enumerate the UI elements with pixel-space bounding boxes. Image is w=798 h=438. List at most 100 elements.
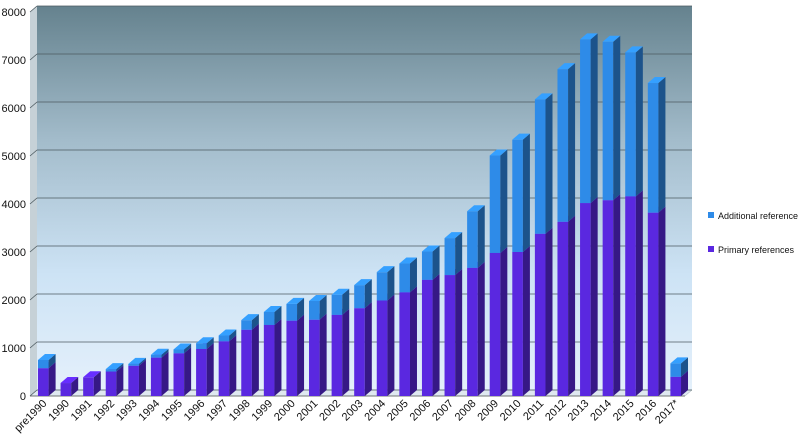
bar-additional-1995 [173,343,192,354]
y-tick-label: 2000 [2,295,26,307]
y-tick-label: 7000 [2,55,26,67]
x-tick-label: 1990 [46,398,72,424]
x-tick-label: 2011 [521,398,546,423]
bar-additional-1997 [218,329,237,342]
x-tick-label: 2003 [340,398,366,424]
bar-additional-1993 [128,357,146,366]
bar-additional-1994 [150,348,169,358]
bar-primary-2016 [647,206,666,396]
y-tick-label: 4000 [2,199,26,211]
bar-primary-1997 [218,335,237,396]
bar-primary-2011 [534,227,553,396]
bar-additional-2003 [354,279,372,309]
bar-additional-2002 [331,288,350,315]
bar-primary-2008 [467,261,485,396]
bar-primary-2012 [557,215,576,396]
bars [37,33,689,396]
x-tick-label: 2009 [475,398,501,424]
x-tick-label: pre1990 [12,398,49,435]
x-tick-label: 2014 [588,398,614,424]
bar-primary-2005 [399,286,417,396]
bar-primary-2006 [421,273,440,396]
x-tick-label: 2010 [498,398,524,424]
x-tick-label: 1997 [204,398,230,424]
legend-label: Primary references [718,245,795,255]
bar-primary-2010 [512,246,530,396]
bar-additional-2016 [647,77,666,213]
y-tick-label: 6000 [2,103,26,115]
bar-primary-2015 [625,190,643,396]
x-tick-label: 2002 [317,398,343,424]
x-tick-label: 1999 [249,398,275,424]
x-tick-label: 1991 [69,398,95,424]
bar-primary-2001 [309,313,327,396]
bar-additional-2017* [670,357,689,377]
bar-additional-1998 [241,314,259,330]
legend-label: Additional references [718,211,798,221]
bar-additional-1999 [263,306,282,325]
bar-additional-2005 [399,257,417,293]
y-tick-label: 0 [20,391,26,403]
x-tick-label: 2017* [653,397,682,426]
bar-additional-2010 [512,133,530,252]
bar-additional-2014 [602,35,621,201]
bar-primary-1994 [150,351,169,396]
bar-primary-1991 [83,371,101,396]
bar-primary-2014 [602,194,621,396]
bar-additional-2013 [580,33,598,204]
x-tick-label: 2008 [453,398,479,424]
bar-additional-2015 [625,46,643,197]
bar-additional-2011 [534,93,553,234]
x-tick-label: 2006 [408,398,434,424]
bar-primary-2009 [489,246,508,396]
x-tick-label: 2013 [566,398,592,424]
bar-additional-2009 [489,149,508,253]
x-tick-label: 1993 [114,398,140,424]
x-tick-label: 1994 [137,398,163,424]
y-tick-label: 8000 [2,7,26,19]
bar-primary-2004 [376,294,395,396]
x-tick-label: 1995 [159,398,185,424]
bar-primary-1990 [60,377,79,396]
bar-additional-2007 [444,232,463,276]
x-tick-label: 2007 [430,398,456,424]
legend-swatch [708,246,714,252]
bar-additional-2012 [557,63,576,222]
bar-primary-1998 [241,323,259,396]
x-tick-label: 2015 [611,398,637,424]
bar-additional-2008 [467,205,485,268]
x-tick-label: 1992 [91,398,117,424]
bar-primary-1996 [196,342,214,396]
x-tick-label: 2005 [385,398,411,424]
x-tick-label: 2004 [362,398,388,424]
legend-item: Additional references [708,211,798,221]
bar-primary-2002 [331,308,350,396]
bar-additional-pre1990 [37,354,56,369]
bar-additional-2001 [309,294,327,320]
x-tick-label: 2001 [295,398,321,424]
legend: Additional references Primary references [708,211,798,255]
x-tick-label: 2000 [272,398,298,424]
x-tick-label: 1998 [227,398,253,424]
bar-additional-2000 [286,297,305,321]
legend-item: Primary references [708,245,795,255]
bar-additional-1992 [105,363,124,372]
y-tick-label: 3000 [2,247,26,259]
bar-additional-2004 [376,266,395,301]
y-axis-ticks: 0 1000 2000 3000 4000 5000 6000 7000 8000 [2,7,26,403]
bar-primary-1999 [263,318,282,396]
x-tick-label: 1996 [182,398,208,424]
bar-primary-2003 [354,302,372,396]
x-tick-label: 2012 [543,398,569,424]
bar-primary-2013 [580,197,598,396]
bar-primary-1995 [173,347,192,396]
y-tick-label: 1000 [2,343,26,355]
bar-additional-1996 [196,337,214,349]
y-tick-label: 5000 [2,151,26,163]
bar-primary-2000 [286,314,305,396]
x-axis-ticks: pre1990199019911992199319941995199619971… [12,397,682,435]
bar-primary-2007 [444,269,463,396]
legend-swatch [708,212,714,218]
bar-additional-2006 [421,245,440,280]
